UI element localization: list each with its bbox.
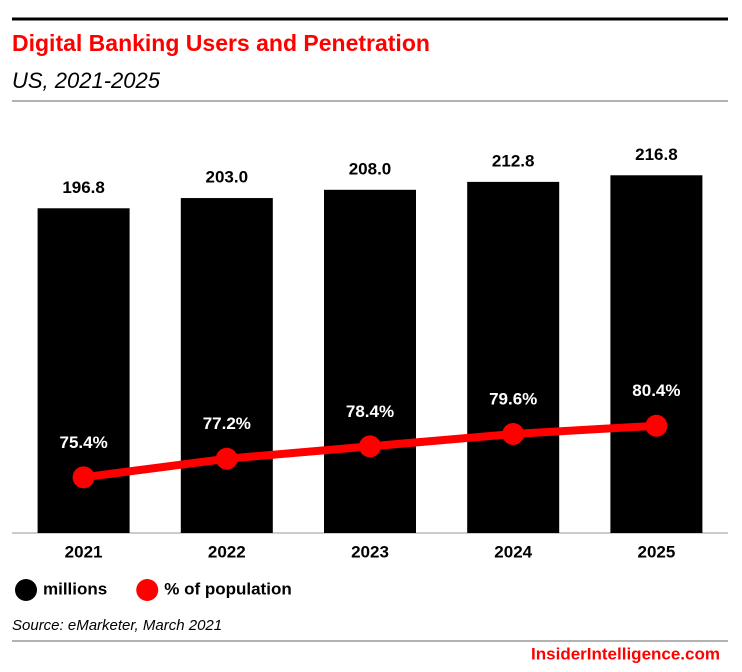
x-tick-label: 2023 xyxy=(351,542,389,561)
data-label: 203.0 xyxy=(206,168,249,187)
legend-marker xyxy=(15,579,37,601)
x-tick-label: 2021 xyxy=(65,542,103,561)
legend-label: % of population xyxy=(164,579,291,598)
x-tick-label: 2024 xyxy=(494,542,532,561)
point xyxy=(215,447,238,470)
legend-marker xyxy=(136,579,159,601)
data-label: 196.8 xyxy=(62,178,105,197)
point xyxy=(645,414,668,437)
source: Source: eMarketer, March 2021 xyxy=(12,617,222,634)
data-label: 75.4% xyxy=(59,433,107,452)
brand: InsiderIntelligence.com xyxy=(531,644,720,663)
data-label: 78.4% xyxy=(346,402,394,421)
x-tick-label: 2025 xyxy=(637,542,675,561)
bar xyxy=(467,181,560,533)
data-label: 212.8 xyxy=(492,151,535,170)
data-label: 216.8 xyxy=(635,145,678,164)
chart-title: Digital Banking Users and Penetration xyxy=(12,30,430,56)
legend-label: millions xyxy=(43,579,107,598)
point xyxy=(359,435,381,458)
bar xyxy=(610,175,703,533)
data-label: 77.2% xyxy=(203,414,251,433)
data-label: 80.4% xyxy=(632,381,680,400)
data-label: 79.6% xyxy=(489,389,537,408)
x-tick-label: 2022 xyxy=(208,542,246,561)
data-label: 208.0 xyxy=(349,159,392,178)
point xyxy=(72,466,95,489)
bar xyxy=(324,189,416,534)
point xyxy=(502,423,525,445)
bar xyxy=(180,198,273,534)
chart-subtitle: US, 2021-2025 xyxy=(12,68,161,93)
